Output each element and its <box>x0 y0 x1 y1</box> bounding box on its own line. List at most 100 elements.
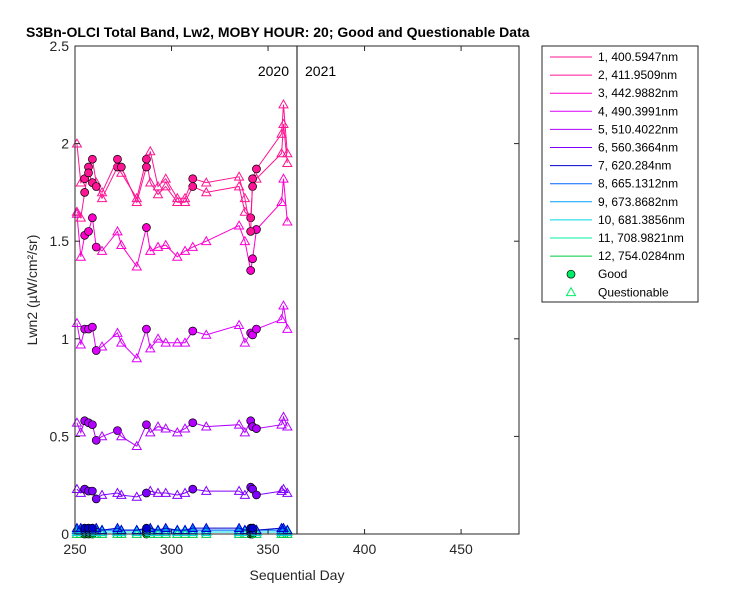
questionable-point <box>171 251 183 261</box>
questionable-point <box>200 421 212 431</box>
questionable-point <box>200 485 212 495</box>
questionable-point <box>179 245 191 255</box>
questionable-point <box>131 526 143 536</box>
questionable-point <box>144 177 156 187</box>
good-point <box>142 162 151 172</box>
good-point <box>248 174 257 184</box>
questionable-point <box>281 147 293 158</box>
questionable-point <box>75 339 87 349</box>
questionable-point <box>276 196 287 207</box>
series <box>71 173 293 275</box>
questionable-point <box>200 522 212 533</box>
legend-questionable-marker <box>565 286 577 297</box>
questionable-point <box>160 181 172 191</box>
good-point <box>88 486 97 496</box>
good-point <box>84 168 93 178</box>
questionable-point <box>200 524 212 534</box>
good-point <box>248 254 257 264</box>
questionable-point <box>115 239 127 249</box>
y-tick-label: 1.5 <box>50 233 70 249</box>
y-axis: 0 0.5 1 1.5 2 2.5 <box>50 38 519 542</box>
questionable-point <box>278 118 289 128</box>
questionable-point <box>90 522 102 533</box>
questionable-point <box>160 337 172 347</box>
questionable-point <box>233 524 245 534</box>
questionable-point <box>251 524 262 534</box>
questionable-point <box>160 239 172 249</box>
good-point <box>142 420 151 430</box>
good-point <box>80 188 90 197</box>
questionable-point <box>131 196 143 207</box>
good-point <box>116 162 126 172</box>
questionable-point <box>200 177 212 187</box>
questionable-point <box>144 145 156 156</box>
questionable-point <box>115 524 127 534</box>
series-layer <box>71 99 293 539</box>
questionable-point <box>239 235 251 246</box>
questionable-point <box>200 186 212 197</box>
questionable-point <box>75 251 87 261</box>
questionable-point <box>152 241 164 251</box>
questionable-point <box>152 333 164 343</box>
questionable-point <box>233 419 245 429</box>
questionable-point <box>278 483 289 493</box>
questionable-point <box>131 524 143 534</box>
legend-label: 3, 442.9882nm <box>598 86 678 100</box>
questionable-point <box>179 526 191 536</box>
legend-label: Questionable <box>598 285 669 299</box>
questionable-point <box>233 522 245 533</box>
good-point <box>142 324 151 334</box>
questionable-point <box>96 192 108 203</box>
good-point <box>246 266 256 275</box>
questionable-point <box>179 524 191 534</box>
questionable-point <box>96 186 108 197</box>
questionable-point <box>96 430 108 441</box>
questionable-point <box>152 188 164 199</box>
legend-label: 1, 400.5947nm <box>598 50 678 64</box>
legend-label: 2, 411.9509nm <box>598 68 677 82</box>
questionable-point <box>160 522 172 533</box>
questionable-point <box>281 487 293 497</box>
questionable-point <box>131 440 143 451</box>
questionable-point <box>131 352 143 363</box>
series <box>71 411 293 451</box>
questionable-point <box>233 485 245 495</box>
series <box>71 300 293 363</box>
questionable-point <box>144 343 156 353</box>
questionable-point <box>152 421 164 431</box>
good-point <box>246 227 256 236</box>
questionable-point <box>152 524 164 534</box>
questionable-point <box>239 337 251 347</box>
questionable-point <box>171 524 183 534</box>
questionable-point <box>75 212 87 222</box>
questionable-point <box>187 522 199 533</box>
questionable-point <box>239 489 251 499</box>
questionable-point <box>171 192 183 203</box>
good-point <box>252 164 261 174</box>
questionable-point <box>144 426 156 437</box>
questionable-point <box>160 524 172 534</box>
questionable-point <box>96 489 108 499</box>
legend-label: 12, 754.0284nm <box>598 249 685 263</box>
good-point <box>91 242 101 252</box>
questionable-point <box>160 487 172 497</box>
questionable-point <box>131 261 143 271</box>
questionable-point <box>276 128 287 138</box>
legend-items: 1, 400.5947nm 2, 411.9509nm 3, 442.9882nm 4… <box>550 50 685 299</box>
questionable-point <box>276 419 287 429</box>
good-point <box>252 324 261 334</box>
good-point <box>188 418 198 428</box>
x-axis: 250 300 350 400 450 <box>63 46 473 557</box>
questionable-point <box>112 327 123 337</box>
x-tick-label: 350 <box>256 541 280 557</box>
y-tick-label: 2 <box>61 136 69 152</box>
questionable-point <box>152 526 164 536</box>
questionable-point <box>233 171 245 181</box>
questionable-point <box>179 423 191 433</box>
questionable-point <box>281 157 293 167</box>
legend-label: 10, 681.3856nm <box>598 213 685 227</box>
questionable-point <box>200 235 212 246</box>
good-point <box>142 223 151 232</box>
questionable-point <box>278 300 289 310</box>
